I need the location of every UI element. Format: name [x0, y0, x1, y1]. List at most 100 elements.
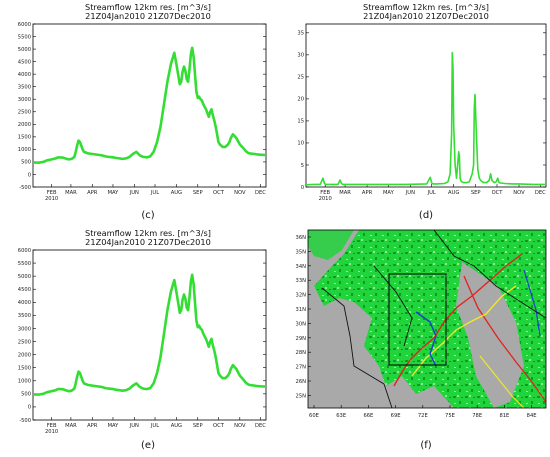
y-axis: 6000550050004500400035003000250020001500… [18, 248, 266, 424]
y-tick-label: 2500 [18, 110, 31, 116]
x-tick-label: AUG [171, 423, 182, 429]
chart-subtitle: 21Z04Jan2010 21Z07Dec2010 [85, 11, 211, 21]
lon-label: 63E [336, 413, 346, 419]
plot-frame [32, 249, 267, 421]
y-tick-label: 0 [301, 185, 304, 191]
y-tick-label: 4500 [18, 59, 31, 65]
map-f: 36N 35N 34N 33N 32N 31N 30N 29N 28N 27N 26N 25N 60E… [296, 229, 547, 451]
y-tick-label: 35 [297, 31, 304, 37]
lat-label: 31N [296, 307, 307, 313]
lon-label: 66E [363, 413, 373, 419]
y-tick-label: 2000 [18, 122, 31, 128]
x-tick-label: DEC [255, 190, 266, 196]
chart-d: Streamflow 12km res. [m^3/s] 21Z04Jan201… [297, 2, 547, 221]
y-tick-label: 10 [297, 141, 304, 147]
gray-interior [456, 262, 524, 408]
lat-label: 30N [296, 321, 307, 327]
y-tick-label: 3500 [18, 313, 31, 319]
y-tick-label: 3000 [18, 97, 31, 103]
x-tick-label: MAR [339, 190, 351, 196]
y-tick-label: 1000 [18, 379, 31, 385]
x-tick-label: SEP [471, 190, 481, 196]
study-area-box [388, 273, 447, 366]
chart-subtitle: 21Z04Jan2010 21Z07Dec2010 [85, 237, 211, 247]
panel-caption: (e) [141, 440, 155, 451]
y-tick-label: 0 [28, 405, 31, 411]
x-tick-label: FEB [320, 190, 330, 196]
lat-label: 25N [296, 393, 307, 399]
chart-title: Streamflow 12km res. [m^3/s] [85, 2, 211, 12]
series-line [32, 273, 266, 396]
series-line [305, 51, 546, 186]
y-axis: 35 30 25 20 15 10 5 0 [297, 31, 546, 191]
x-tick-label: MAR [65, 190, 77, 196]
y-tick-label: 1500 [18, 365, 31, 371]
x-tick-label: JUL [150, 423, 159, 429]
chart-title: Streamflow 12km res. [m^3/s] [363, 2, 489, 12]
chart-c: Streamflow 12km res. [m^3/s] 21Z04Jan201… [18, 2, 267, 221]
lat-label: 35N [296, 249, 307, 255]
river-red [393, 253, 523, 387]
y-tick-label: 5000 [18, 274, 31, 280]
panel-d: Streamflow 12km res. [m^3/s] 21Z04Jan201… [284, 0, 550, 226]
x-tick-label: SEP [193, 423, 203, 429]
y-tick-label: 4000 [18, 300, 31, 306]
x-tick-label: 2010 [319, 196, 332, 202]
y-tick-label: 1000 [18, 147, 31, 153]
river-yellow [411, 285, 517, 377]
y-tick-label: 4500 [18, 287, 31, 293]
x-tick-label: JUN [129, 190, 139, 196]
lon-label: 75E [445, 413, 455, 419]
x-tick-label: OCT [213, 190, 225, 196]
x-tick-label: APR [362, 190, 373, 196]
x-tick-label: OCT [492, 190, 504, 196]
river-blue-2 [523, 269, 541, 337]
lat-label: 28N [296, 350, 307, 356]
y-tick-label: 5500 [18, 261, 31, 267]
lat-label: 27N [296, 365, 307, 371]
x-tick-label: 2010 [45, 196, 58, 202]
x-tick-label: NOV [234, 423, 246, 429]
x-tick-label: NOV [513, 190, 525, 196]
longitude-labels: 60E 63E 66E 69E 72E 75E 78E 81E 84E [309, 405, 537, 419]
x-tick-label: NOV [234, 190, 246, 196]
lat-label: 34N [296, 264, 307, 270]
panel-c: Streamflow 12km res. [m^3/s] 21Z04Jan201… [0, 0, 275, 226]
x-tick-label: 2010 [45, 429, 58, 435]
lon-label: 84E [527, 413, 537, 419]
y-tick-label: 20 [297, 97, 304, 103]
map-frame [307, 229, 547, 409]
x-tick-label: OCT [213, 423, 225, 429]
x-tick-label: DEC [535, 190, 546, 196]
x-tick-label: AUG [171, 190, 182, 196]
y-tick-label: 3500 [18, 84, 31, 90]
lat-label: 32N [296, 293, 307, 299]
y-tick-label: 1500 [18, 135, 31, 141]
x-tick-label: APR [87, 423, 98, 429]
panel-caption: (d) [419, 210, 433, 221]
y-tick-label: -500 [19, 185, 31, 191]
x-tick-label: FEB [47, 423, 57, 429]
x-tick-label: DEC [255, 423, 266, 429]
lat-label: 26N [296, 379, 307, 385]
border-line-3 [373, 265, 413, 347]
chart-e: Streamflow 12km res. [m^3/s] 21Z04Jan201… [18, 228, 267, 451]
panel-caption: (c) [141, 210, 154, 221]
plot-frame [32, 23, 267, 188]
panel-f: 36N 35N 34N 33N 32N 31N 30N 29N 28N 27N 26N 25N 60E… [284, 226, 550, 453]
x-tick-label: JUL [427, 190, 436, 196]
y-tick-label: 500 [21, 160, 31, 166]
y-tick-label: 5500 [18, 34, 31, 40]
x-tick-label: JUL [150, 190, 159, 196]
vegetation-west [308, 230, 354, 260]
series-line [32, 46, 266, 164]
lat-label: 33N [296, 278, 307, 284]
x-tick-label: MAY [383, 190, 395, 196]
lon-label: 81E [499, 413, 509, 419]
panel-e: Streamflow 12km res. [m^3/s] 21Z04Jan201… [0, 226, 275, 453]
x-tick-label: AUG [448, 190, 459, 196]
border-line [321, 287, 393, 408]
chart-title: Streamflow 12km res. [m^3/s] [85, 228, 211, 238]
lon-label: 78E [472, 413, 482, 419]
